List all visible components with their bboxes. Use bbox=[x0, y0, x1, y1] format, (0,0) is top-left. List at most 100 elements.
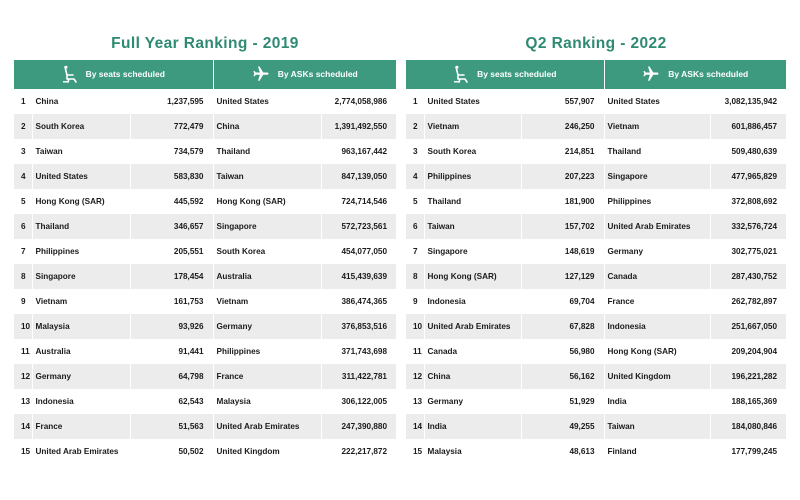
seats-value-cell: 214,851 bbox=[521, 139, 605, 164]
ranking-panel-2019: Full Year Ranking - 2019 By seats schedu… bbox=[14, 0, 396, 464]
asks-value-cell: 222,217,872 bbox=[341, 447, 387, 456]
seats-value-cell: 67,828 bbox=[521, 314, 605, 339]
table-row: 3 South Korea 214,851 Thailand 509,480,639 bbox=[406, 139, 786, 164]
seat-country-cell: France bbox=[32, 414, 131, 439]
asks-value-cell: 415,439,639 bbox=[321, 264, 396, 289]
rank-cell: 13 bbox=[14, 389, 33, 414]
rank-cell: 9 bbox=[406, 289, 425, 314]
asks-value-cell: 2,774,058,986 bbox=[334, 97, 387, 106]
ask-country-cell: Canada bbox=[604, 264, 711, 289]
seats-value-cell: 48,613 bbox=[521, 439, 605, 464]
asks-value-cell: 1,391,492,550 bbox=[321, 114, 396, 139]
seats-value-cell: 772,479 bbox=[130, 114, 214, 139]
table-row: 9 Indonesia 69,704 France 262,782,897 bbox=[406, 289, 786, 314]
table-row: 15 Malaysia 48,613 Finland 177,799,245 bbox=[406, 439, 786, 464]
seat-country-cell: Vietnam bbox=[32, 289, 131, 314]
seat-country-cell: South Korea bbox=[424, 139, 522, 164]
ask-country-cell: United States bbox=[213, 89, 322, 114]
ask-country-cell: France bbox=[604, 289, 711, 314]
header-seats: By seats scheduled bbox=[14, 60, 214, 89]
table-header: By seats scheduled By ASKs scheduled bbox=[406, 60, 786, 89]
rank-cell: 3 bbox=[14, 139, 33, 164]
asks-value-cell: 332,576,724 bbox=[710, 214, 786, 239]
table-row: 15 United Arab Emirates 50,502 United Kingd… bbox=[14, 439, 396, 464]
header-seats: By seats scheduled bbox=[406, 60, 605, 89]
table-row: 1 United States 557,907 United States 3,082,… bbox=[406, 89, 786, 114]
asks-value-cell: 247,390,880 bbox=[321, 414, 396, 439]
table-row: 5 Hong Kong (SAR) 445,592 Hong Kong (SAR) 72… bbox=[14, 189, 396, 214]
seat-country-cell: Malaysia bbox=[32, 314, 131, 339]
rank-cell: 2 bbox=[406, 114, 425, 139]
ask-country-cell: United Arab Emirates bbox=[604, 214, 711, 239]
table-row: 11 Canada 56,980 Hong Kong (SAR) 209,204,904 bbox=[406, 339, 786, 364]
ask-country-cell: Australia bbox=[213, 264, 322, 289]
table-row: 3 Taiwan 734,579 Thailand 963,167,442 bbox=[14, 139, 396, 164]
asks-value-cell: 963,167,442 bbox=[341, 147, 387, 156]
ask-country-cell: South Korea bbox=[213, 239, 322, 264]
asks-value-cell: 209,204,904 bbox=[731, 347, 777, 356]
asks-value-cell: 306,122,005 bbox=[341, 397, 387, 406]
ask-country-cell: Hong Kong (SAR) bbox=[213, 189, 322, 214]
seats-value-cell: 50,502 bbox=[130, 439, 214, 464]
ask-country-cell: France bbox=[213, 364, 322, 389]
rank-cell: 8 bbox=[14, 264, 33, 289]
table-row: 5 Thailand 181,900 Philippines 372,808,692 bbox=[406, 189, 786, 214]
rank-cell: 14 bbox=[406, 414, 425, 439]
rank-cell: 3 bbox=[406, 139, 425, 164]
rank-cell: 4 bbox=[14, 164, 33, 189]
seats-value-cell: 181,900 bbox=[521, 189, 605, 214]
rank-cell: 2 bbox=[14, 114, 33, 139]
seat-country-cell: South Korea bbox=[32, 114, 131, 139]
ask-country-cell: Taiwan bbox=[213, 164, 322, 189]
seats-value-cell: 51,929 bbox=[521, 389, 605, 414]
asks-value-cell: 376,853,516 bbox=[321, 314, 396, 339]
ask-country-cell: Philippines bbox=[213, 339, 322, 364]
table-row: 2 Vietnam 246,250 Vietnam 601,886,457 bbox=[406, 114, 786, 139]
table-row: 4 United States 583,830 Taiwan 847,139,050 bbox=[14, 164, 396, 189]
rank-cell: 11 bbox=[14, 339, 33, 364]
table-header: By seats scheduled By ASKs scheduled bbox=[14, 60, 396, 89]
seats-value-cell: 207,223 bbox=[521, 164, 605, 189]
seat-country-cell: Vietnam bbox=[424, 114, 522, 139]
ranking-table: By seats scheduled By ASKs scheduled 1 Un… bbox=[406, 60, 786, 464]
seat-country-cell: India bbox=[424, 414, 522, 439]
rank-cell: 1 bbox=[406, 89, 425, 114]
header-seats-label: By seats scheduled bbox=[85, 68, 165, 79]
table-row: 4 Philippines 207,223 Singapore 477,965,829 bbox=[406, 164, 786, 189]
rank-cell: 10 bbox=[14, 314, 33, 339]
ask-country-cell: Malaysia bbox=[213, 389, 322, 414]
seats-value-cell: 64,798 bbox=[130, 364, 214, 389]
asks-value-cell: 196,221,282 bbox=[710, 364, 786, 389]
seat-country-cell: Thailand bbox=[32, 214, 131, 239]
ask-country-cell: India bbox=[604, 389, 711, 414]
asks-value-cell: 177,799,245 bbox=[731, 447, 777, 456]
airplane-icon bbox=[253, 66, 269, 81]
ask-country-cell: Finland bbox=[604, 439, 711, 464]
seats-value-cell: 56,162 bbox=[521, 364, 605, 389]
ask-country-cell: Taiwan bbox=[604, 414, 711, 439]
ranking-table: By seats scheduled By ASKs scheduled 1 Ch… bbox=[14, 60, 396, 464]
rank-cell: 10 bbox=[406, 314, 425, 339]
asks-value-cell: 372,808,692 bbox=[731, 197, 777, 206]
asks-value-cell: 251,667,050 bbox=[710, 314, 786, 339]
table-row: 10 Malaysia 93,926 Germany 376,853,516 bbox=[14, 314, 396, 339]
ask-country-cell: China bbox=[213, 114, 322, 139]
table-row: 14 France 51,563 United Arab Emirates 247,39… bbox=[14, 414, 396, 439]
table-row: 6 Taiwan 157,702 United Arab Emirates 332,57… bbox=[406, 214, 786, 239]
asks-value-cell: 287,430,752 bbox=[710, 264, 786, 289]
seats-value-cell: 51,563 bbox=[130, 414, 214, 439]
ask-country-cell: Philippines bbox=[604, 189, 711, 214]
asks-value-cell: 572,723,561 bbox=[321, 214, 396, 239]
seat-country-cell: Philippines bbox=[32, 239, 131, 264]
seats-value-cell: 734,579 bbox=[130, 139, 214, 164]
header-asks: By ASKs scheduled bbox=[213, 60, 396, 89]
rank-cell: 11 bbox=[406, 339, 425, 364]
airplane-seat-icon bbox=[454, 65, 468, 83]
airplane-seat-icon bbox=[62, 65, 77, 83]
ask-country-cell: Singapore bbox=[213, 214, 322, 239]
ask-country-cell: United States bbox=[604, 89, 711, 114]
seat-country-cell: Philippines bbox=[424, 164, 522, 189]
asks-value-cell: 184,080,846 bbox=[710, 414, 786, 439]
header-asks-label: By ASKs scheduled bbox=[668, 68, 749, 79]
seat-country-cell: Canada bbox=[424, 339, 522, 364]
